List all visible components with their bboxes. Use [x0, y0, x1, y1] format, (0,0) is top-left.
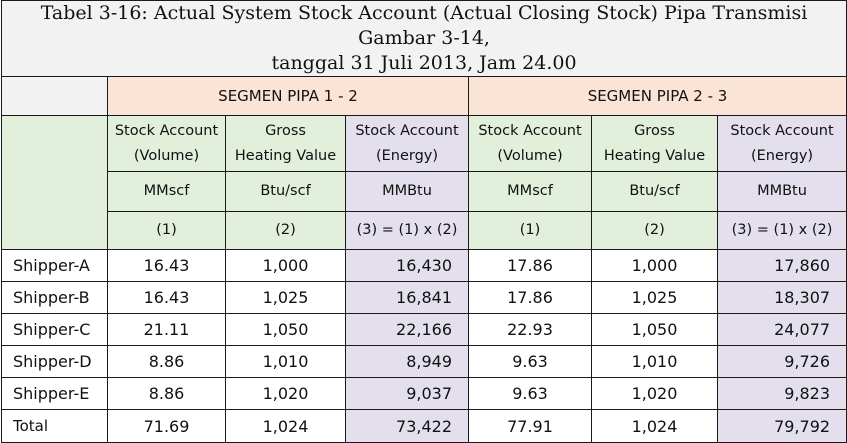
segment-header-2: SEGMEN PIPA 2 - 3 [467, 76, 847, 116]
volume-value: 22.93 [468, 313, 592, 346]
table-row: Shipper-E 8.86 1,020 9,037 9.63 1,020 9,823 [1, 377, 847, 410]
ghv-value: 1,024 [591, 409, 718, 443]
volume-value: 9.63 [468, 345, 592, 378]
index-energy-2: (3) = (1) x (2) [716, 211, 847, 250]
index-energy-1: (3) = (1) x (2) [345, 211, 469, 250]
table-row: Total 71.69 1,024 73,422 77.91 1,024 79,792 [1, 409, 847, 443]
col-label: Stock Account [478, 122, 582, 139]
table-caption: Tabel 3-16: Actual System Stock Account … [0, 0, 847, 77]
volume-value: 21.11 [107, 313, 226, 346]
energy-value: 24,077 [716, 313, 847, 346]
shipper-name: Shipper-E [1, 377, 108, 410]
index-ghv-1: (2) [225, 211, 346, 250]
col-label: (Volume) [497, 147, 563, 164]
ghv-value: 1,000 [225, 249, 346, 282]
col-label: (Energy) [375, 147, 439, 164]
energy-value: 16,430 [345, 249, 469, 282]
shipper-name: Shipper-D [1, 345, 108, 378]
ghv-value: 1,050 [591, 313, 718, 346]
unit-volume-1: MMscf [107, 171, 226, 212]
col-ghv-2: Gross Heating Value [591, 115, 718, 172]
table-row: Shipper-B 16.43 1,025 16,841 17.86 1,025 18,30… [1, 281, 847, 314]
ghv-value: 1,024 [225, 409, 346, 443]
ghv-value: 1,010 [591, 345, 718, 378]
col-ghv-1: Gross Heating Value [225, 115, 346, 172]
segment-header-1: SEGMEN PIPA 1 - 2 [107, 76, 469, 116]
shipper-name: Shipper-A [1, 249, 108, 282]
volume-value: 16.43 [107, 249, 226, 282]
energy-value: 8,949 [345, 345, 469, 378]
col-label: (Energy) [750, 147, 814, 164]
energy-value: 17,860 [716, 249, 847, 282]
ghv-value: 1,020 [591, 377, 718, 410]
index-volume-1: (1) [107, 211, 226, 250]
col-label: Stock Account [355, 122, 459, 139]
col-label: Gross [265, 122, 306, 139]
unit-ghv-2: Btu/scf [591, 171, 718, 212]
energy-value: 22,166 [345, 313, 469, 346]
energy-value: 73,422 [345, 409, 469, 443]
energy-value: 9,037 [345, 377, 469, 410]
ghv-value: 1,050 [225, 313, 346, 346]
col-label: Stock Account [114, 122, 219, 139]
col-label: Heating Value [603, 147, 706, 164]
volume-value: 77.91 [468, 409, 592, 443]
volume-value: 9.63 [468, 377, 592, 410]
ghv-value: 1,020 [225, 377, 346, 410]
energy-value: 79,792 [716, 409, 847, 443]
ghv-value: 1,025 [225, 281, 346, 314]
row-header-spacer [1, 115, 108, 250]
col-energy-2: Stock Account (Energy) [716, 115, 847, 172]
ghv-value: 1,000 [591, 249, 718, 282]
unit-ghv-1: Btu/scf [225, 171, 346, 212]
col-label: Gross [634, 122, 675, 139]
energy-value: 9,823 [716, 377, 847, 410]
table-row: Shipper-A 16.43 1,000 16,430 17.86 1,000 17,86… [1, 249, 847, 282]
volume-value: 17.86 [468, 249, 592, 282]
corner-cell [1, 76, 108, 116]
volume-value: 71.69 [107, 409, 226, 443]
shipper-name: Shipper-B [1, 281, 108, 314]
unit-energy-1: MMBtu [345, 171, 469, 212]
table-row: Shipper-C 21.11 1,050 22,166 22.93 1,050 24,07… [1, 313, 847, 346]
table-row: Shipper-D 8.86 1,010 8,949 9.63 1,010 9,726 [1, 345, 847, 378]
volume-value: 17.86 [468, 281, 592, 314]
shipper-name: Total [1, 409, 108, 443]
col-volume-2: Stock Account (Volume) [468, 115, 592, 172]
col-label: Heating Value [234, 147, 337, 164]
caption-line-2: tanggal 31 Juli 2013, Jam 24.00 [271, 52, 577, 74]
shipper-name: Shipper-C [1, 313, 108, 346]
volume-value: 8.86 [107, 345, 226, 378]
energy-value: 16,841 [345, 281, 469, 314]
col-label: (Volume) [133, 147, 200, 164]
index-ghv-2: (2) [591, 211, 718, 250]
caption-line-1: Tabel 3-16: Actual System Stock Account … [40, 2, 808, 49]
unit-volume-2: MMscf [468, 171, 592, 212]
ghv-value: 1,025 [591, 281, 718, 314]
col-energy-1: Stock Account (Energy) [345, 115, 469, 172]
col-label: Stock Account [730, 122, 834, 139]
energy-value: 18,307 [716, 281, 847, 314]
energy-value: 9,726 [716, 345, 847, 378]
col-volume-1: Stock Account (Volume) [107, 115, 226, 172]
volume-value: 16.43 [107, 281, 226, 314]
ghv-value: 1,010 [225, 345, 346, 378]
index-volume-2: (1) [468, 211, 592, 250]
volume-value: 8.86 [107, 377, 226, 410]
unit-energy-2: MMBtu [716, 171, 847, 212]
